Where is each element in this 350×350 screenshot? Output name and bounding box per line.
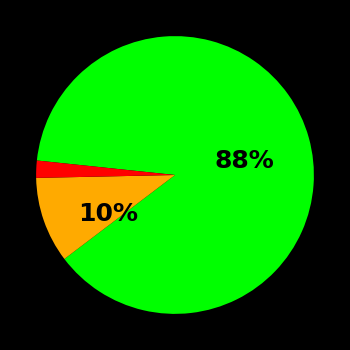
Wedge shape [37, 36, 314, 314]
Wedge shape [36, 161, 175, 178]
Text: 88%: 88% [215, 149, 274, 173]
Text: 10%: 10% [78, 202, 138, 226]
Wedge shape [36, 175, 175, 259]
